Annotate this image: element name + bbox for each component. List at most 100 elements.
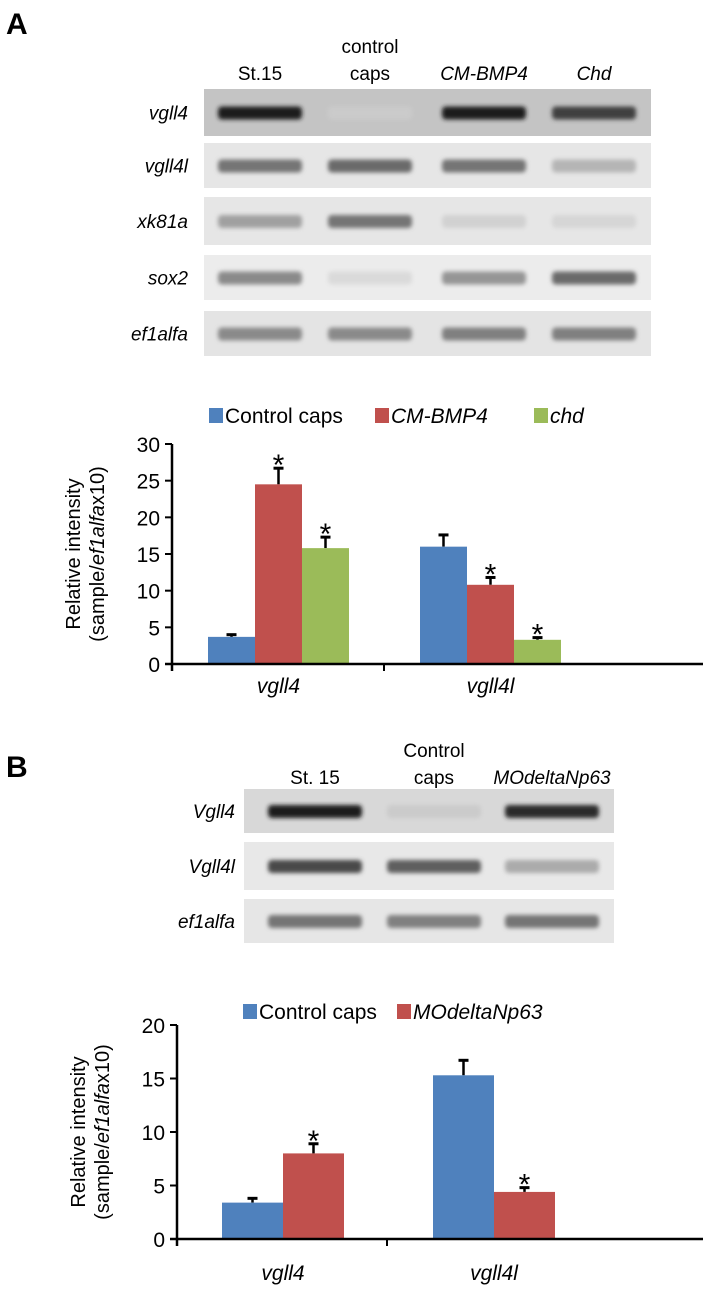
lane-label: caps [350, 64, 390, 85]
significance-marker: * [273, 449, 285, 482]
lane-label: Chd [577, 64, 613, 85]
gel-band [505, 915, 599, 928]
gel-band [552, 327, 636, 341]
gel-band [442, 159, 526, 173]
gel-band [442, 215, 526, 228]
gel-row-xk81a: xk81a [136, 197, 651, 245]
gel-band [387, 805, 481, 818]
legend-label: CM-BMP4 [391, 405, 488, 428]
gel-panel-b: St. 15 Control caps MOdeltaNp63 Vgll4 Vgll4l e… [178, 741, 614, 943]
legend-item: Control caps [243, 1001, 377, 1024]
significance-marker: * [308, 1125, 320, 1158]
legend-swatch [243, 1004, 257, 1019]
bar-chart-a: Control caps CM-BMP4 chd 0 5 10 15 20 25 30 Relati… [63, 405, 703, 698]
gene-label: sox2 [148, 269, 189, 290]
x-category-label: vgll4 [261, 1262, 304, 1285]
gel-band [328, 159, 412, 173]
legend-item: CM-BMP4 [375, 405, 488, 428]
bar-control-caps [433, 1075, 494, 1239]
gel-band [218, 327, 302, 341]
y-tick-label: 20 [137, 507, 160, 530]
y-axis-label-italic: ef1alfa [87, 505, 109, 565]
gel-band [505, 805, 599, 818]
x-category-label: vgll4l [470, 1262, 519, 1285]
y-axis-label-suffix: x10) [87, 466, 109, 505]
gel-band [442, 271, 526, 285]
gene-label: vgll4 [149, 104, 188, 125]
lane-label: control [341, 37, 398, 58]
gel-band [268, 860, 362, 873]
y-tick-label: 5 [148, 617, 160, 640]
gel-row-sox2: sox2 [148, 255, 651, 300]
significance-marker: * [485, 558, 497, 591]
legend-label: MOdeltaNp63 [413, 1001, 543, 1024]
y-tick-label: 10 [137, 581, 160, 604]
gel-band [328, 215, 412, 228]
gel-row-vgll4l: vgll4l [145, 143, 651, 188]
gel-band [552, 215, 636, 228]
y-axis-label-line2: (sample/ [87, 565, 109, 642]
gel-band [218, 215, 302, 228]
y-axis-label-suffix: x10) [92, 1044, 114, 1083]
bar-cm-bmp4 [467, 584, 514, 664]
gel-band [387, 915, 481, 928]
gel-row-vgll4l: Vgll4l [189, 842, 614, 890]
gene-label: xk81a [136, 212, 188, 233]
x-category-label: vgll4l [467, 675, 516, 698]
bar-chd [302, 548, 349, 664]
y-axis-label-line1: Relative intensity [63, 478, 85, 629]
gene-label: ef1alfa [178, 912, 235, 933]
gel-band [505, 860, 599, 873]
gene-label: Vgll4l [189, 857, 236, 878]
gel-band [218, 106, 302, 120]
bar-control-caps [222, 1202, 283, 1239]
lane-label: St. 15 [290, 768, 340, 789]
legend-swatch [375, 408, 389, 423]
bar-modeltanp63 [283, 1153, 344, 1239]
y-axis-label-italic: ef1alfa [92, 1083, 114, 1143]
panel-label-b: B [6, 751, 28, 784]
legend-swatch [397, 1004, 411, 1019]
gel-band [552, 159, 636, 173]
gel-band [552, 106, 636, 120]
y-tick-label: 5 [153, 1176, 165, 1199]
gel-band [218, 159, 302, 173]
gel-band [268, 805, 362, 818]
lane-label: St.15 [238, 64, 282, 85]
significance-marker: * [532, 619, 544, 652]
gel-row-ef1alfa: ef1alfa [131, 311, 651, 356]
gel-band [328, 271, 412, 285]
gel-band [328, 106, 412, 120]
bar-control-caps [420, 546, 467, 664]
gel-band [442, 327, 526, 341]
legend-item: Control caps [209, 405, 343, 428]
bar-chart-b: Control caps MOdeltaNp63 0 5 10 15 20 Relative … [68, 1001, 703, 1285]
gel-panel-a: St.15 control caps CM-BMP4 Chd vgll4 vgll4l xk8… [131, 37, 651, 356]
y-tick-label: 0 [148, 654, 160, 677]
gel-row-ef1alfa: ef1alfa [178, 899, 614, 943]
panel-label-a: A [6, 8, 28, 41]
x-category-label: vgll4 [257, 675, 300, 698]
y-tick-label: 15 [137, 544, 160, 567]
gel-band [328, 327, 412, 341]
y-tick-label: 30 [137, 434, 160, 457]
legend-swatch [534, 408, 548, 423]
y-tick-label: 15 [142, 1069, 165, 1092]
gel-band [552, 271, 636, 285]
lane-label: CM-BMP4 [440, 64, 528, 85]
gel-row-vgll4: vgll4 [149, 89, 651, 136]
legend-label: chd [550, 405, 585, 428]
y-axis-label-line2: (sample/ [92, 1143, 114, 1220]
gel-band [218, 271, 302, 285]
significance-marker: * [519, 1169, 531, 1202]
legend-label: Control caps [225, 405, 343, 428]
lane-label: Control [403, 741, 464, 762]
y-tick-label: 20 [142, 1015, 165, 1038]
y-axis-label-line1: Relative intensity [68, 1056, 90, 1207]
legend-swatch [209, 408, 223, 423]
bar-control-caps [208, 636, 255, 664]
gene-label: ef1alfa [131, 325, 188, 346]
y-axis-label: Relative intensity (sample/ef1alfax10) [63, 466, 109, 642]
y-axis-label: Relative intensity (sample/ef1alfax10) [68, 1044, 114, 1220]
significance-marker: * [320, 518, 332, 551]
